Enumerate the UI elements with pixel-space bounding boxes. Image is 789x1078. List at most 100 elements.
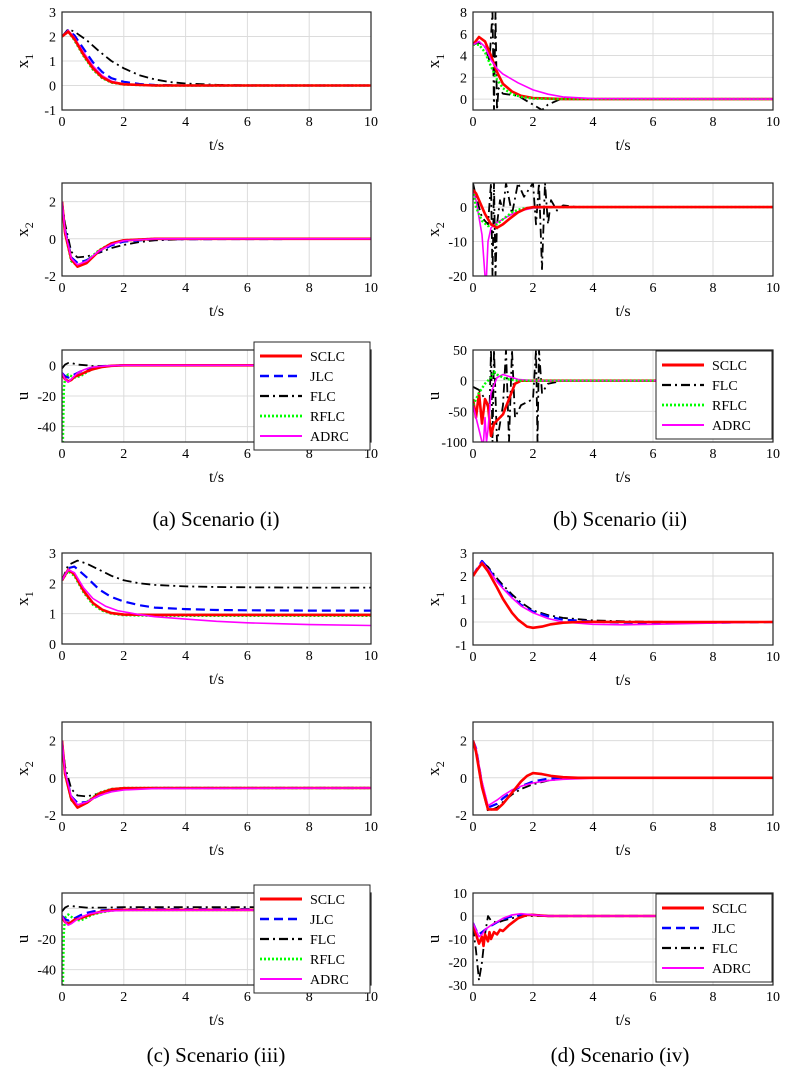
x-tick-label: 0 [470,447,477,462]
y-tick-label: -50 [448,405,467,420]
x-tick-label: 8 [306,990,313,1005]
axes-box [61,11,372,111]
y-axis-label-subscript: 2 [433,222,447,228]
series-line-sclc [473,740,773,811]
y-axis-label: u [424,391,443,400]
x-tick-label: 4 [590,990,597,1005]
y-tick-label: 2 [49,196,56,211]
axes-box [472,721,774,816]
series-line-sclc [473,35,773,101]
y-tick-label: 0 [460,93,467,108]
y-axis-label: u [13,934,32,943]
y-tick-label: 3 [460,547,467,562]
plot-background [473,722,773,815]
subplot-c-u: 0 2 4 6 8 10 -40 -20 0 t/s u SCLC JLC FLC RFLC ADRC [13,884,378,1029]
series-line-adrc [62,364,371,384]
y-tick-label: -10 [448,236,467,251]
y-axis-label-text: x [424,59,443,68]
y-tick-label: -100 [441,436,467,451]
y-tick-label: 2 [460,71,467,86]
x-tick-label: 2 [530,447,537,462]
x-tick-label: 2 [530,115,537,130]
x-tick-label: 6 [244,281,251,296]
series-line-flc [473,183,773,276]
legend-label-adrc: ADRC [712,419,751,434]
series-line-sclc [473,562,773,630]
x-tick-label: 10 [364,820,378,835]
x-tick-label: 6 [650,281,657,296]
y-axis-label-subscript: 1 [433,592,447,598]
legend: SCLC JLC FLC RFLC ADRC [253,884,371,994]
y-tick-label: -2 [44,270,56,285]
y-axis-label-subscript: 1 [433,54,447,60]
x-tick-label: 8 [710,820,717,835]
y-tick-label: 2 [460,570,467,585]
x-tick-label: 2 [530,990,537,1005]
y-tick-label: 2 [49,735,56,750]
series-layer [62,362,371,442]
caption-d: (d) Scenario (iv) [551,1043,690,1067]
y-axis-label-subscript: 1 [22,591,36,597]
x-tick-label: 0 [59,281,66,296]
x-tick-label: 6 [244,990,251,1005]
legend-label-sclc: SCLC [712,359,747,374]
x-tick-label: 10 [766,281,780,296]
legend-label-jlc: JLC [310,913,333,928]
series-line-flc [62,559,371,589]
x-tick-label: 8 [710,650,717,665]
y-axis-label-text: u [424,391,443,400]
x-tick-label: 10 [766,447,780,462]
legend-label-adrc: ADRC [310,973,349,988]
y-axis-label-text: x [424,228,443,237]
x-axis-label: t/s [615,469,630,486]
y-tick-label: -20 [37,933,56,948]
subplot-d-u: 0 2 4 6 8 10 -30 -20 -10 0 10 t/s u SCLC JLC FLC ADRC [424,887,780,1029]
series-layer [62,559,371,627]
y-axis-label-text: x [13,59,32,68]
x-tick-label: 2 [120,447,127,462]
y-tick-label: 0 [49,233,56,248]
y-axis-label: x2 [424,761,447,776]
x-tick-label: 2 [120,649,127,664]
y-axis-label-subscript: 2 [22,222,36,228]
y-tick-label: -20 [448,270,467,285]
x-axis-label: t/s [615,303,630,320]
y-axis-label-text: u [424,934,443,943]
x-tick-label: 4 [590,115,597,130]
y-axis-label-text: x [424,597,443,606]
legend-label-rflc: RFLC [310,953,345,968]
y-axis-label: x1 [13,54,36,69]
y-tick-label: 0 [49,772,56,787]
legend-label-flc: FLC [310,390,336,405]
x-tick-label: 6 [244,820,251,835]
y-axis-label-text: x [13,597,32,606]
x-tick-label: 10 [364,447,378,462]
axes-box [472,892,774,986]
series-layer [473,912,773,982]
legend: SCLC FLC RFLC ADRC [655,350,773,440]
x-tick-label: 8 [306,649,313,664]
legend-label-flc: FLC [310,933,336,948]
x-tick-label: 4 [182,649,189,664]
y-tick-label: 4 [460,50,467,65]
x-tick-label: 2 [120,281,127,296]
subplot-b-x1: 0 2 4 6 8 10 0 2 4 6 8 t/s x1 [424,6,780,154]
y-tick-label: -30 [448,979,467,994]
x-tick-label: 0 [59,649,66,664]
x-tick-label: 8 [306,115,313,130]
series-line-adrc [62,909,371,927]
x-tick-label: 4 [590,281,597,296]
y-tick-label: -2 [455,809,467,824]
legend: SCLC JLC FLC RFLC ADRC [253,341,371,451]
x-axis-label: t/s [615,1012,630,1029]
y-tick-label: 0 [460,910,467,925]
x-tick-label: 8 [710,115,717,130]
x-tick-label: 0 [59,115,66,130]
x-tick-label: 8 [710,281,717,296]
x-tick-label: 6 [650,990,657,1005]
